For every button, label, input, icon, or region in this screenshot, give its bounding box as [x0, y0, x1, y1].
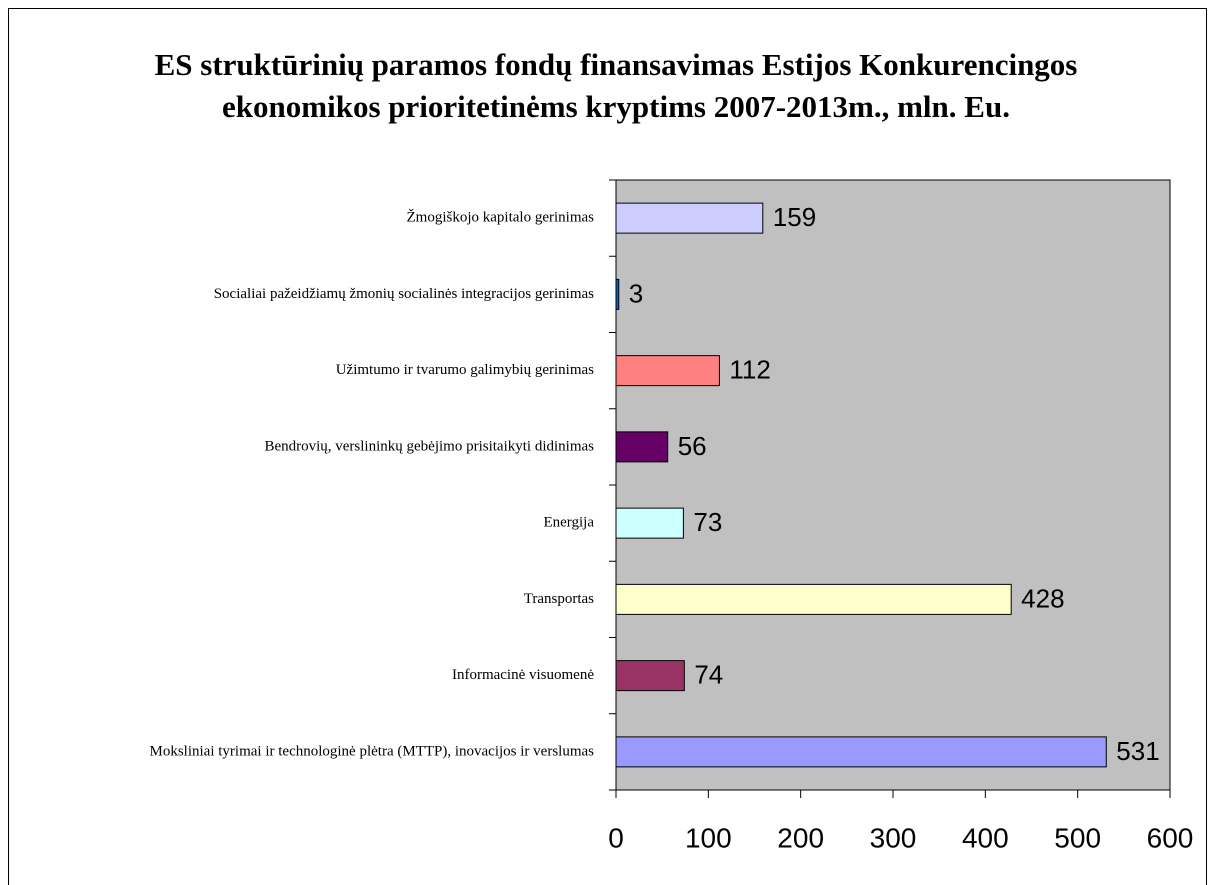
plot-area	[615, 179, 1171, 791]
y-tick-label: Socialiai pažeidžiamų žmonių socialinės …	[214, 286, 594, 302]
chart-title: ES struktūrinių paramos fondų finansavim…	[155, 47, 1078, 82]
bar	[615, 202, 764, 234]
x-tick-label: 0	[608, 822, 624, 853]
bar	[615, 583, 1012, 615]
y-tick-label: Bendrovių, verslininkų gebėjimo prisitai…	[264, 438, 594, 454]
x-tick-label: 100	[685, 822, 732, 853]
bar	[615, 431, 669, 463]
value-label: 74	[694, 660, 723, 690]
value-label: 428	[1021, 583, 1064, 613]
y-tick-label: Informacinė visuomenė	[452, 667, 594, 683]
bar	[615, 278, 620, 310]
bar	[615, 736, 1107, 768]
bar	[615, 660, 685, 692]
value-label: 112	[729, 355, 770, 385]
x-tick-label: 600	[1147, 822, 1194, 853]
x-tick-label: 300	[870, 822, 917, 853]
y-tick-label: Moksliniai tyrimai ir technologinė plėtr…	[150, 743, 595, 759]
x-tick-label: 400	[962, 822, 1009, 853]
value-label: 73	[693, 507, 722, 537]
bar	[615, 355, 720, 387]
x-tick-label: 200	[777, 822, 824, 853]
value-label: 56	[678, 431, 707, 461]
y-tick-label: Energija	[543, 515, 594, 531]
x-tick-label: 500	[1054, 822, 1101, 853]
value-label: 3	[629, 278, 643, 308]
value-label: 531	[1116, 736, 1159, 766]
y-tick-label: Užimtumo ir tvarumo galimybių gerinimas	[336, 362, 594, 378]
chart-title: ekonomikos prioritetinėms kryptims 2007-…	[222, 89, 1010, 124]
y-tick-label: Žmogiškojo kapitalo gerinimas	[407, 209, 595, 226]
value-label: 159	[773, 202, 816, 232]
bar	[615, 507, 684, 539]
y-tick-label: Transportas	[524, 591, 594, 607]
